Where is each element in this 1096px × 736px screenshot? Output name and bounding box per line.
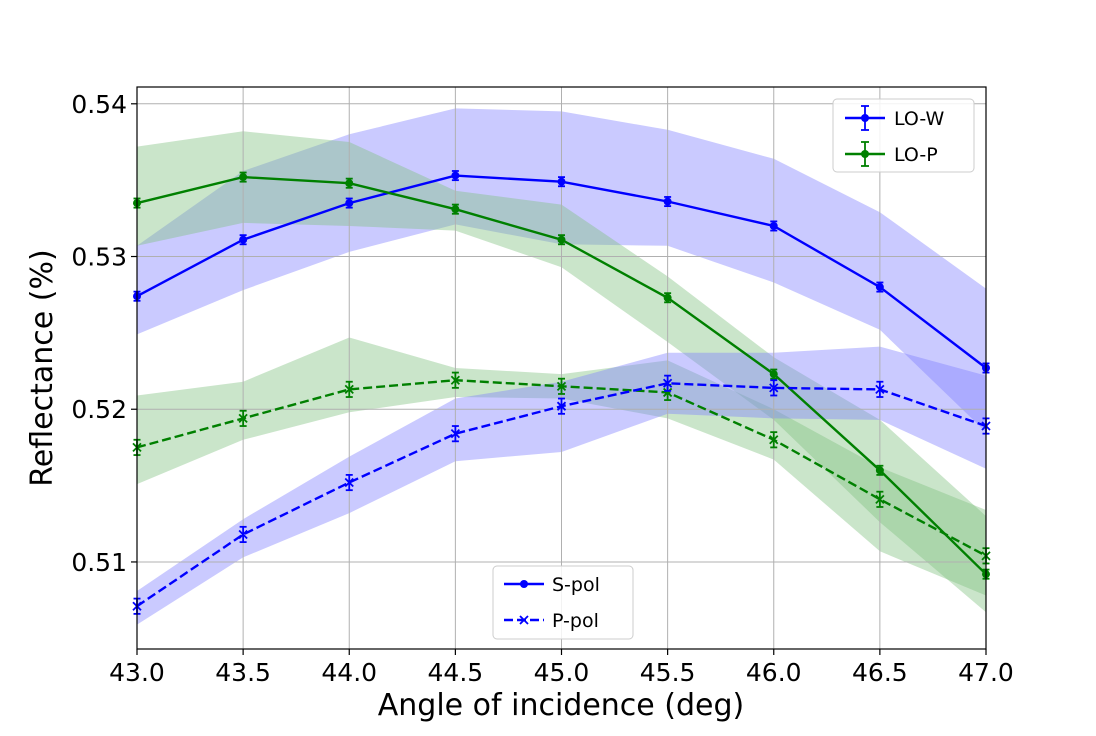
x-axis-title: Angle of incidence (deg) [378, 688, 745, 723]
legend-label: LO-W [894, 108, 944, 130]
data-point [345, 179, 354, 188]
data-point [875, 283, 884, 292]
data-point [556, 401, 567, 411]
data-point [557, 235, 566, 244]
x-tick-label: 46.0 [746, 658, 802, 687]
data-point [769, 435, 779, 445]
data-point [663, 293, 672, 302]
legend-marker [519, 615, 529, 625]
data-point [769, 221, 778, 230]
data-point [769, 383, 779, 393]
x-tick-label: 44.5 [428, 658, 484, 687]
data-point [875, 494, 885, 504]
axis-ticks: 43.0 43.5 44.0 44.5 45.0 45.5 46.0 46.5 47.0 0.51… [71, 90, 1014, 687]
data-point [345, 199, 354, 208]
legend-marker [861, 150, 869, 158]
data-point [450, 375, 461, 385]
legend-marker [861, 114, 869, 122]
data-point [769, 370, 778, 379]
data-point [344, 384, 354, 395]
legend-label: LO-P [894, 144, 938, 166]
data-point [556, 381, 567, 391]
data-point [875, 384, 885, 395]
data-point [451, 205, 460, 214]
x-tick-label: 43.5 [215, 658, 271, 687]
data-point [451, 171, 460, 180]
data-point [450, 429, 461, 439]
data-point [662, 378, 673, 388]
x-tick-label: 44.0 [321, 658, 377, 687]
x-tick-label: 43.0 [109, 658, 165, 687]
data-point [238, 413, 248, 424]
legends: LO-W LO-P S-pol P-pol [492, 98, 975, 640]
y-tick-label: 0.51 [71, 548, 127, 577]
data-point [663, 197, 672, 206]
x-tick-label: 47.0 [958, 658, 1014, 687]
data-point [662, 387, 673, 398]
y-tick-label: 0.52 [71, 395, 127, 424]
y-tick-label: 0.53 [71, 243, 127, 272]
x-tick-label: 45.0 [534, 658, 590, 687]
legend-marker [520, 580, 528, 588]
data-point [875, 466, 884, 475]
data-point [344, 477, 354, 488]
data-point [557, 177, 566, 186]
data-point [239, 235, 248, 244]
x-tick-label: 46.5 [852, 658, 908, 687]
data-point [238, 529, 248, 540]
data-point [239, 173, 248, 182]
legend-label: S-pol [552, 574, 600, 596]
x-tick-label: 45.5 [640, 658, 696, 687]
legend-label: P-pol [552, 610, 599, 632]
y-axis-title: Reflectance (%) [25, 249, 60, 486]
y-tick-label: 0.54 [71, 90, 127, 119]
